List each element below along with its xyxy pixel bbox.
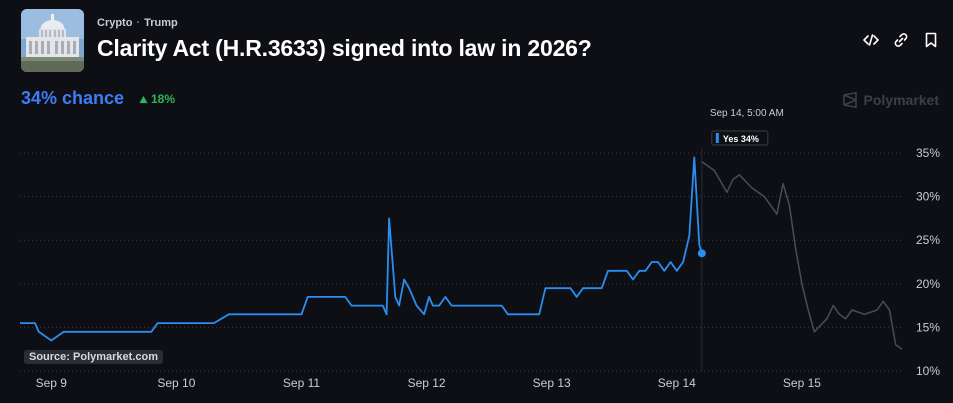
market-thumbnail xyxy=(21,9,84,72)
breadcrumb: Crypto · Trump xyxy=(97,17,178,29)
tooltip-box xyxy=(711,130,769,146)
x-tick-label: Sep 13 xyxy=(533,376,571,390)
series-line-yes[interactable] xyxy=(20,156,703,342)
x-tick-label: Sep 15 xyxy=(783,376,821,390)
capitol-building-icon xyxy=(21,9,84,72)
y-tick-label: 10% xyxy=(916,364,940,378)
bookmark-icon xyxy=(925,32,937,48)
link-icon xyxy=(894,33,908,47)
breadcrumb-separator: · xyxy=(136,17,141,29)
embed-icon xyxy=(863,34,879,46)
embed-button[interactable] xyxy=(863,31,879,49)
brand-name: Polymarket xyxy=(863,92,939,108)
breadcrumb-tag[interactable]: Trump xyxy=(144,17,178,29)
y-tick-label: 35% xyxy=(916,146,940,160)
action-bar xyxy=(863,31,939,49)
hover-point[interactable] xyxy=(697,249,706,258)
copy-link-button[interactable] xyxy=(893,31,909,49)
polymarket-logo-icon xyxy=(842,92,857,108)
brand-logo: Polymarket xyxy=(842,92,939,108)
tooltip-time: Sep 14, 5:00 AM xyxy=(710,108,784,119)
up-triangle-icon xyxy=(139,95,148,103)
series-line-faded xyxy=(701,161,903,350)
breadcrumb-category[interactable]: Crypto xyxy=(97,17,133,29)
change-value: 18% xyxy=(151,92,176,106)
y-tick-label: 15% xyxy=(916,320,940,334)
y-tick-label: 20% xyxy=(916,277,940,291)
x-tick-label: Sep 10 xyxy=(157,376,195,390)
y-tick-label: 25% xyxy=(916,233,940,247)
source-label: Source: Polymarket.com xyxy=(24,350,163,364)
tooltip-series-marker xyxy=(715,133,719,143)
x-tick-label: Sep 14 xyxy=(658,376,696,390)
chance-value: 34% chance xyxy=(21,88,125,108)
bookmark-button[interactable] xyxy=(923,31,939,49)
page-title: Clarity Act (H.R.3633) signed into law i… xyxy=(97,35,592,61)
tooltip-label: Yes 34% xyxy=(723,134,759,144)
x-tick-label: Sep 9 xyxy=(36,376,68,390)
x-tick-label: Sep 12 xyxy=(408,376,446,390)
x-tick-label: Sep 11 xyxy=(283,376,320,390)
change-badge: 18% xyxy=(139,92,175,106)
y-tick-label: 30% xyxy=(916,190,940,204)
